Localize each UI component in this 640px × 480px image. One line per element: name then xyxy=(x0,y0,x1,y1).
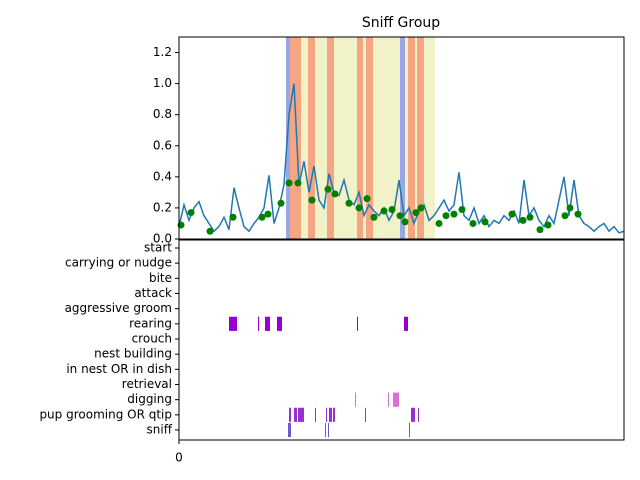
point xyxy=(561,212,569,220)
point xyxy=(285,179,293,187)
event xyxy=(258,316,259,331)
event xyxy=(365,407,366,422)
line xyxy=(178,83,625,234)
y-tick-label: carrying or nudge xyxy=(65,256,172,270)
point xyxy=(417,204,425,212)
point xyxy=(544,221,552,229)
event xyxy=(357,316,358,331)
event xyxy=(298,407,304,422)
y-tick-label: pup grooming OR qtip xyxy=(39,407,172,421)
point xyxy=(508,210,516,218)
y-tick-label: 1.2 xyxy=(153,45,172,59)
point xyxy=(450,210,458,218)
point xyxy=(526,213,534,221)
event xyxy=(326,407,327,422)
axes-frame xyxy=(178,36,625,240)
point xyxy=(435,219,443,227)
event xyxy=(277,316,282,331)
point xyxy=(536,226,544,234)
y-tick-label: rearing xyxy=(129,316,172,330)
y-tick-label: aggressive groom xyxy=(65,301,172,315)
span xyxy=(327,37,334,239)
y-tick-label: nest building xyxy=(94,347,172,361)
point xyxy=(481,218,489,226)
point xyxy=(388,205,396,213)
event xyxy=(333,407,335,422)
y-tick-label: in nest OR in dish xyxy=(66,362,172,376)
y-tick-label: attack xyxy=(134,286,172,300)
chart-title: Sniff Group xyxy=(362,15,440,31)
event xyxy=(289,407,291,422)
y-tick-label: 0.6 xyxy=(153,138,172,152)
x-tick-label: 0 xyxy=(175,451,183,465)
point xyxy=(469,219,477,227)
event xyxy=(404,316,408,331)
y-tick-label: 0.8 xyxy=(153,107,172,121)
point xyxy=(396,212,404,220)
span xyxy=(408,37,415,239)
span xyxy=(308,37,315,239)
point xyxy=(401,218,409,226)
point xyxy=(229,213,237,221)
point xyxy=(324,185,332,193)
span xyxy=(400,37,405,239)
event xyxy=(418,407,419,422)
point xyxy=(355,204,363,212)
point xyxy=(345,199,353,207)
point xyxy=(380,207,388,215)
event xyxy=(393,392,399,407)
axes-frame xyxy=(178,239,625,441)
y-tick-label: 0.2 xyxy=(153,200,172,214)
point xyxy=(206,227,214,235)
point xyxy=(308,196,316,204)
point xyxy=(294,179,302,187)
event xyxy=(328,422,329,438)
event xyxy=(355,392,356,407)
point xyxy=(187,209,195,217)
point xyxy=(412,209,420,217)
y-tick-label: 1.0 xyxy=(153,76,172,90)
point xyxy=(264,210,272,218)
y-tick-label: bite xyxy=(149,271,172,285)
span xyxy=(357,37,363,239)
point xyxy=(277,199,285,207)
y-tick-label: digging xyxy=(127,392,172,406)
event xyxy=(315,407,316,422)
event xyxy=(294,407,297,422)
event xyxy=(288,422,291,438)
point xyxy=(566,204,574,212)
point xyxy=(442,212,450,220)
point xyxy=(363,195,371,203)
event xyxy=(329,407,332,422)
event xyxy=(409,422,410,438)
y-tick-label: start xyxy=(144,241,172,255)
point xyxy=(458,205,466,213)
y-tick-label: 0.0 xyxy=(153,232,172,246)
point xyxy=(258,213,266,221)
point xyxy=(331,190,339,198)
y-tick-label: retrieval xyxy=(122,377,172,391)
point xyxy=(574,210,582,218)
point xyxy=(370,213,378,221)
span xyxy=(417,37,424,239)
event xyxy=(411,407,415,422)
event xyxy=(388,392,389,407)
event xyxy=(265,316,270,331)
span xyxy=(290,37,301,239)
y-tick-label: crouch xyxy=(132,332,172,346)
point xyxy=(519,216,527,224)
y-tick-label: sniff xyxy=(147,423,173,437)
event xyxy=(325,422,326,438)
y-tick-label: 0.4 xyxy=(153,169,172,183)
span xyxy=(366,37,373,239)
event xyxy=(229,316,237,331)
